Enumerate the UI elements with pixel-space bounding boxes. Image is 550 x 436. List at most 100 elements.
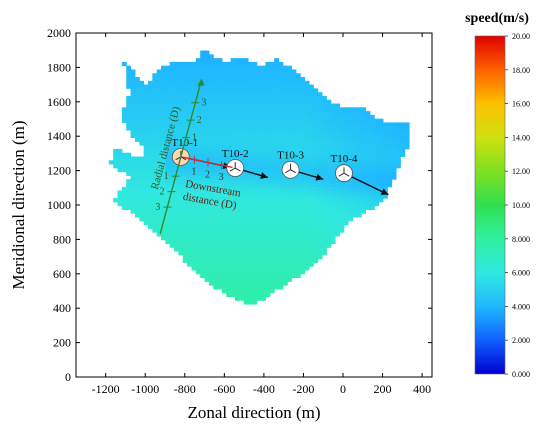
speed-cell — [278, 228, 284, 233]
speed-cell — [265, 148, 271, 154]
speed-cell — [221, 145, 227, 150]
speed-cell — [335, 213, 340, 218]
speed-cell — [239, 194, 245, 199]
speed-cell — [261, 258, 266, 263]
speed-cell — [352, 156, 358, 161]
speed-cell — [274, 281, 280, 286]
speed-cell — [391, 137, 397, 142]
speed-cell — [195, 122, 201, 127]
speed-cell — [217, 205, 223, 210]
speed-cell — [269, 281, 275, 286]
speed-cell — [348, 198, 353, 203]
speed-cell — [248, 77, 253, 82]
speed-cell — [348, 205, 353, 210]
speed-cell — [282, 186, 288, 192]
speed-cell — [182, 232, 188, 237]
speed-cell — [143, 118, 149, 123]
y-tick-label: 600 — [53, 267, 71, 281]
speed-cell — [221, 254, 227, 260]
speed-cell — [365, 114, 371, 120]
speed-cell — [274, 69, 280, 74]
speed-cell — [252, 235, 258, 241]
speed-cell — [204, 164, 210, 169]
speed-cell — [143, 133, 149, 139]
speed-cell — [374, 133, 380, 139]
speed-cell — [308, 182, 314, 188]
speed-cell — [304, 107, 310, 112]
speed-cell — [152, 179, 158, 184]
speed-cell — [343, 130, 349, 135]
speed-cell — [308, 262, 314, 267]
speed-cell — [226, 292, 232, 297]
speed-cell — [161, 114, 166, 120]
speed-cell — [195, 114, 201, 120]
speed-cell — [356, 126, 362, 131]
speed-cell — [169, 141, 175, 146]
speed-cell — [152, 224, 158, 229]
speed-cell — [139, 92, 145, 97]
speed-cell — [378, 186, 384, 192]
speed-cell — [174, 126, 179, 131]
speed-cell — [152, 164, 158, 169]
x-axis-label: Zonal direction (m) — [187, 403, 320, 422]
speed-cell — [326, 145, 332, 150]
speed-cell — [113, 160, 119, 165]
speed-cell — [265, 209, 271, 214]
speed-cell — [156, 152, 162, 157]
speed-cell — [313, 167, 319, 173]
speed-cell — [182, 130, 188, 135]
downstream-tick-label: 3 — [219, 172, 224, 183]
speed-cell — [204, 262, 210, 267]
speed-cell — [169, 118, 175, 123]
speed-cell — [322, 99, 327, 105]
speed-cell — [287, 224, 293, 229]
speed-cell — [261, 251, 266, 256]
speed-cell — [308, 217, 314, 222]
speed-cell — [191, 209, 197, 214]
speed-cell — [221, 232, 227, 237]
speed-cell — [204, 220, 210, 226]
speed-cell — [278, 281, 284, 286]
speed-cell — [374, 148, 380, 154]
speed-cell — [239, 201, 245, 207]
speed-cell — [174, 190, 179, 195]
speed-cell — [178, 137, 184, 142]
speed-cell — [369, 182, 375, 188]
speed-cell — [391, 133, 397, 139]
speed-cell — [274, 95, 280, 101]
speed-cell — [308, 251, 314, 256]
speed-cell — [343, 107, 349, 112]
speed-cell — [295, 190, 301, 195]
speed-cell — [356, 137, 362, 142]
speed-cell — [208, 80, 214, 86]
speed-cell — [269, 254, 275, 260]
speed-cell — [274, 137, 280, 142]
speed-cell — [317, 235, 323, 241]
speed-cell — [200, 164, 206, 169]
speed-cell — [217, 194, 223, 199]
speed-cell — [165, 239, 171, 245]
speed-cell — [374, 182, 380, 188]
speed-cell — [274, 167, 280, 173]
speed-cell — [165, 84, 171, 89]
speed-cell — [161, 175, 166, 180]
speed-cell — [261, 179, 266, 184]
speed-cell — [304, 217, 310, 222]
speed-cell — [187, 99, 192, 105]
speed-cell — [322, 220, 327, 226]
speed-cell — [208, 235, 214, 241]
speed-cell — [330, 239, 336, 245]
speed-cell — [326, 122, 332, 127]
speed-cell — [313, 103, 319, 108]
speed-cell — [256, 194, 262, 199]
speed-cell — [230, 213, 236, 218]
speed-cell — [308, 186, 314, 192]
speed-cell — [226, 285, 232, 290]
speed-cell — [361, 179, 367, 184]
speed-cell — [239, 228, 245, 233]
speed-cell — [243, 292, 249, 297]
speed-cell — [143, 217, 149, 222]
speed-cell — [248, 247, 253, 252]
speed-cell — [317, 201, 323, 207]
speed-cell — [369, 148, 375, 154]
